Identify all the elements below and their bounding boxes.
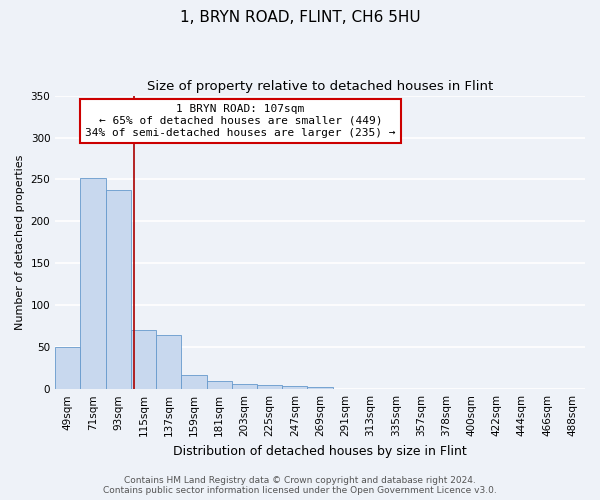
Text: Contains HM Land Registry data © Crown copyright and database right 2024.
Contai: Contains HM Land Registry data © Crown c…: [103, 476, 497, 495]
Bar: [106, 190, 131, 389]
Bar: [80, 178, 106, 389]
Bar: [55, 347, 80, 389]
X-axis label: Distribution of detached houses by size in Flint: Distribution of detached houses by size …: [173, 444, 467, 458]
Bar: [282, 386, 307, 389]
Bar: [156, 334, 181, 389]
Text: 1, BRYN ROAD, FLINT, CH6 5HU: 1, BRYN ROAD, FLINT, CH6 5HU: [179, 10, 421, 25]
Bar: [206, 381, 232, 389]
Bar: [232, 384, 257, 389]
Bar: [257, 385, 282, 389]
Text: 1 BRYN ROAD: 107sqm
← 65% of detached houses are smaller (449)
34% of semi-detac: 1 BRYN ROAD: 107sqm ← 65% of detached ho…: [85, 104, 396, 138]
Bar: [131, 330, 156, 389]
Y-axis label: Number of detached properties: Number of detached properties: [15, 154, 25, 330]
Title: Size of property relative to detached houses in Flint: Size of property relative to detached ho…: [147, 80, 493, 93]
Bar: [181, 375, 206, 389]
Bar: [307, 386, 332, 389]
